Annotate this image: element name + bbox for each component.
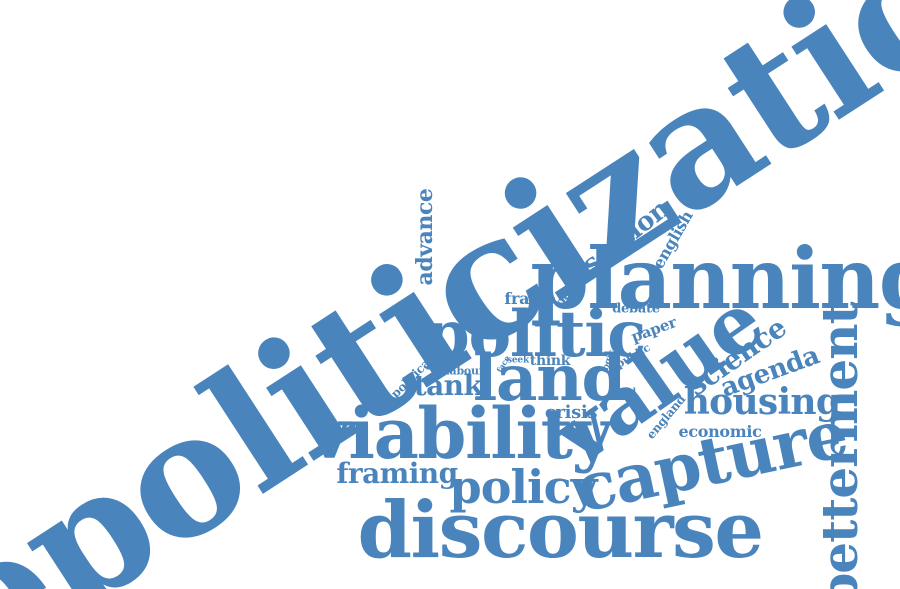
word-discourse: discourse xyxy=(357,485,764,576)
word-advance: advance xyxy=(412,188,438,286)
word-debate: debate xyxy=(612,301,660,317)
word-framing: framing xyxy=(336,457,458,490)
word-housing: housing xyxy=(683,381,841,423)
word-land: land xyxy=(473,341,626,416)
word-frame: frame xyxy=(504,289,556,308)
word-politic: politic xyxy=(425,297,646,372)
word-crisis: crisis xyxy=(544,402,598,423)
word-viability: viability xyxy=(309,392,612,475)
word-think: think xyxy=(529,353,571,369)
word-labour: labour xyxy=(445,364,485,378)
word-planning: planning xyxy=(530,229,900,328)
word-policy: policy xyxy=(449,460,597,514)
word-betterment: betterment xyxy=(810,302,869,589)
word-field: field xyxy=(614,387,636,398)
word-tank: tank xyxy=(413,369,483,402)
word-economic: economic xyxy=(678,422,762,441)
word-seek: seek xyxy=(506,355,530,366)
